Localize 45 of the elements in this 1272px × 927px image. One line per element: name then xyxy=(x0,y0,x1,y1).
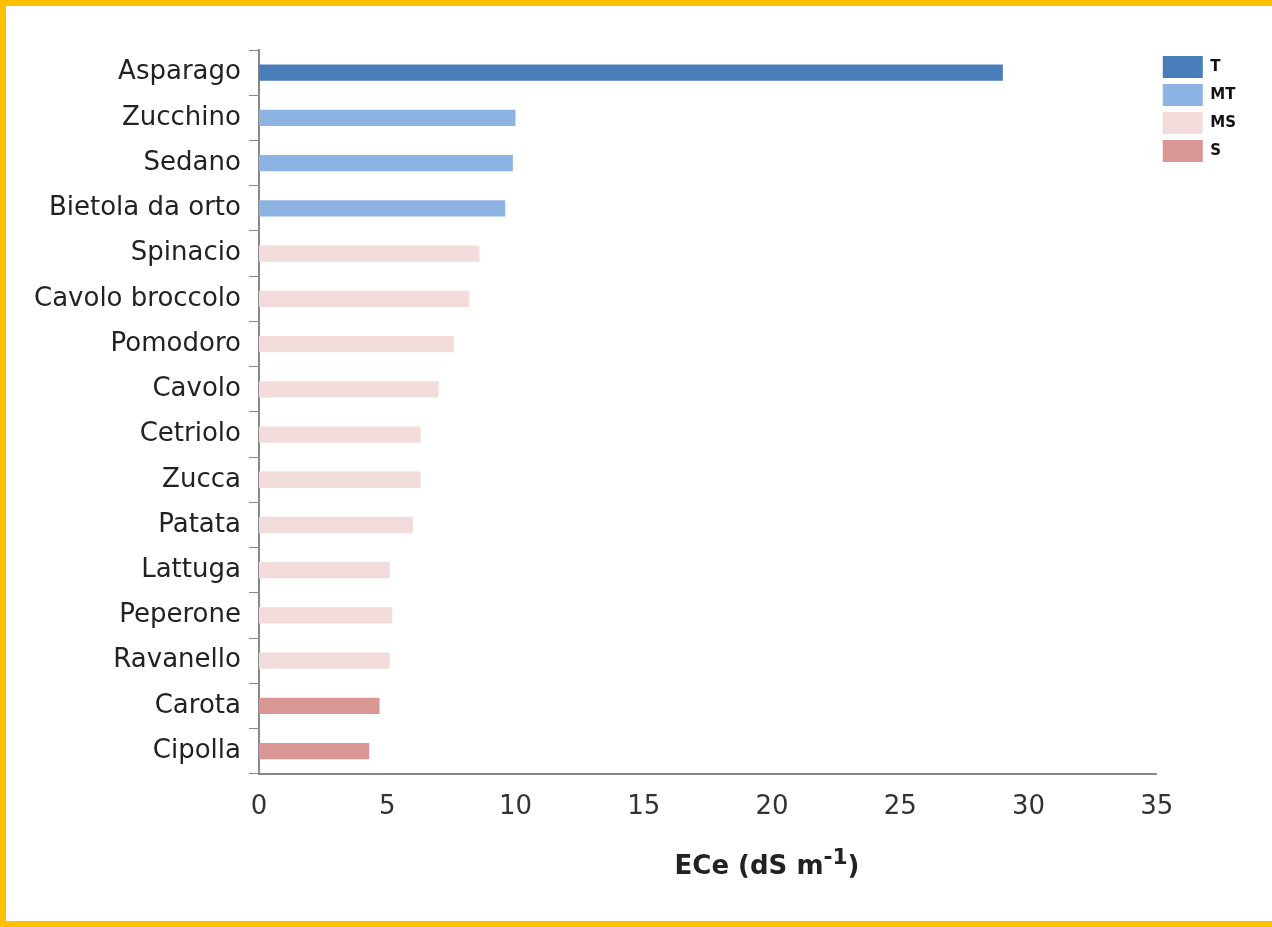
y-tick-label: Patata xyxy=(158,507,241,538)
x-tick-label: 10 xyxy=(498,790,533,821)
bar xyxy=(258,426,421,443)
x-tick-label: 0 xyxy=(250,790,268,821)
y-tick-label: Cavolo xyxy=(152,372,241,403)
y-tick-label: Bietola da orto xyxy=(48,191,241,222)
bar xyxy=(258,290,470,307)
y-tick-label: Spinacio xyxy=(130,236,241,267)
x-axis-title: ECe (dS m$^{-1}$) xyxy=(673,844,861,880)
y-tick-label: Sedano xyxy=(143,145,241,176)
bar xyxy=(258,245,480,262)
y-tick-label: Pomodoro xyxy=(110,326,241,357)
x-tick-label: 5 xyxy=(378,790,396,821)
x-tick-label: 35 xyxy=(1140,790,1174,821)
y-tick-label: Cetriolo xyxy=(139,417,241,448)
y-tick-label: Carota xyxy=(154,688,241,719)
bar xyxy=(258,381,439,398)
y-tick-label: Zucca xyxy=(162,462,241,493)
bar xyxy=(258,562,390,579)
legend-label: MT xyxy=(1210,84,1237,103)
bar xyxy=(258,697,380,715)
bar xyxy=(258,154,513,172)
bar xyxy=(258,516,413,534)
y-tick-label: Cipolla xyxy=(152,733,241,764)
y-tick-label: Lattuga xyxy=(141,552,241,583)
y-tick-label: Asparago xyxy=(118,55,241,86)
x-tick-label: 15 xyxy=(627,790,661,821)
legend-label: S xyxy=(1210,140,1222,159)
y-tick-label: Peperone xyxy=(119,598,241,629)
bar xyxy=(258,64,1003,81)
x-tick-label: 20 xyxy=(755,790,789,821)
x-tick-label: 25 xyxy=(883,790,917,821)
y-tick-label: Cavolo broccolo xyxy=(34,281,241,312)
legend-label: T xyxy=(1210,56,1222,75)
bar xyxy=(258,743,370,760)
bar xyxy=(258,607,393,624)
bar xyxy=(258,109,516,126)
legend-label: MS xyxy=(1210,112,1236,131)
y-tick-label: Ravanello xyxy=(113,643,241,674)
bar xyxy=(258,471,421,488)
bar xyxy=(258,335,454,353)
bar xyxy=(258,652,390,669)
bar xyxy=(258,200,506,217)
y-tick-label: Zucchino xyxy=(121,100,241,131)
x-tick-label: 30 xyxy=(1011,790,1046,821)
